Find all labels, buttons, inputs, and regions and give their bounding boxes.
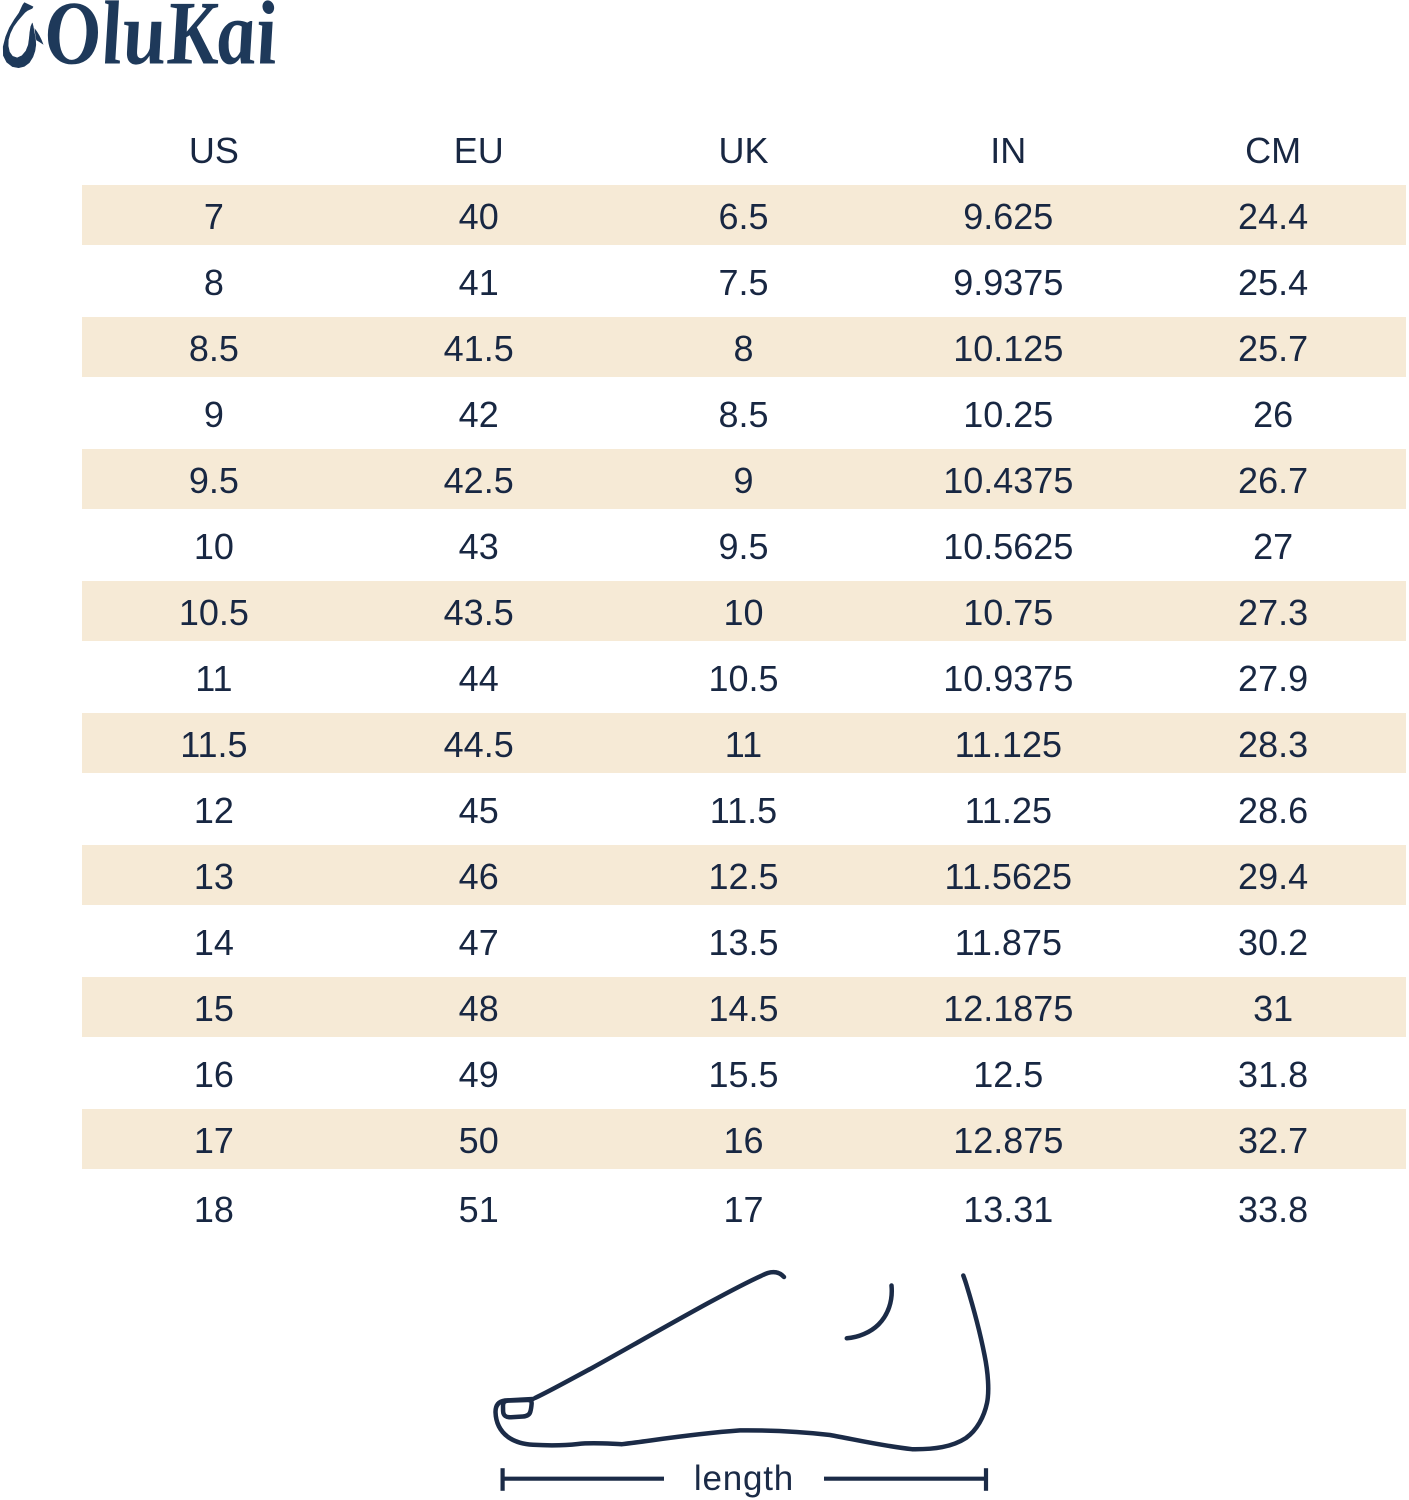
svg-text:OluKai: OluKai	[40, 0, 281, 80]
